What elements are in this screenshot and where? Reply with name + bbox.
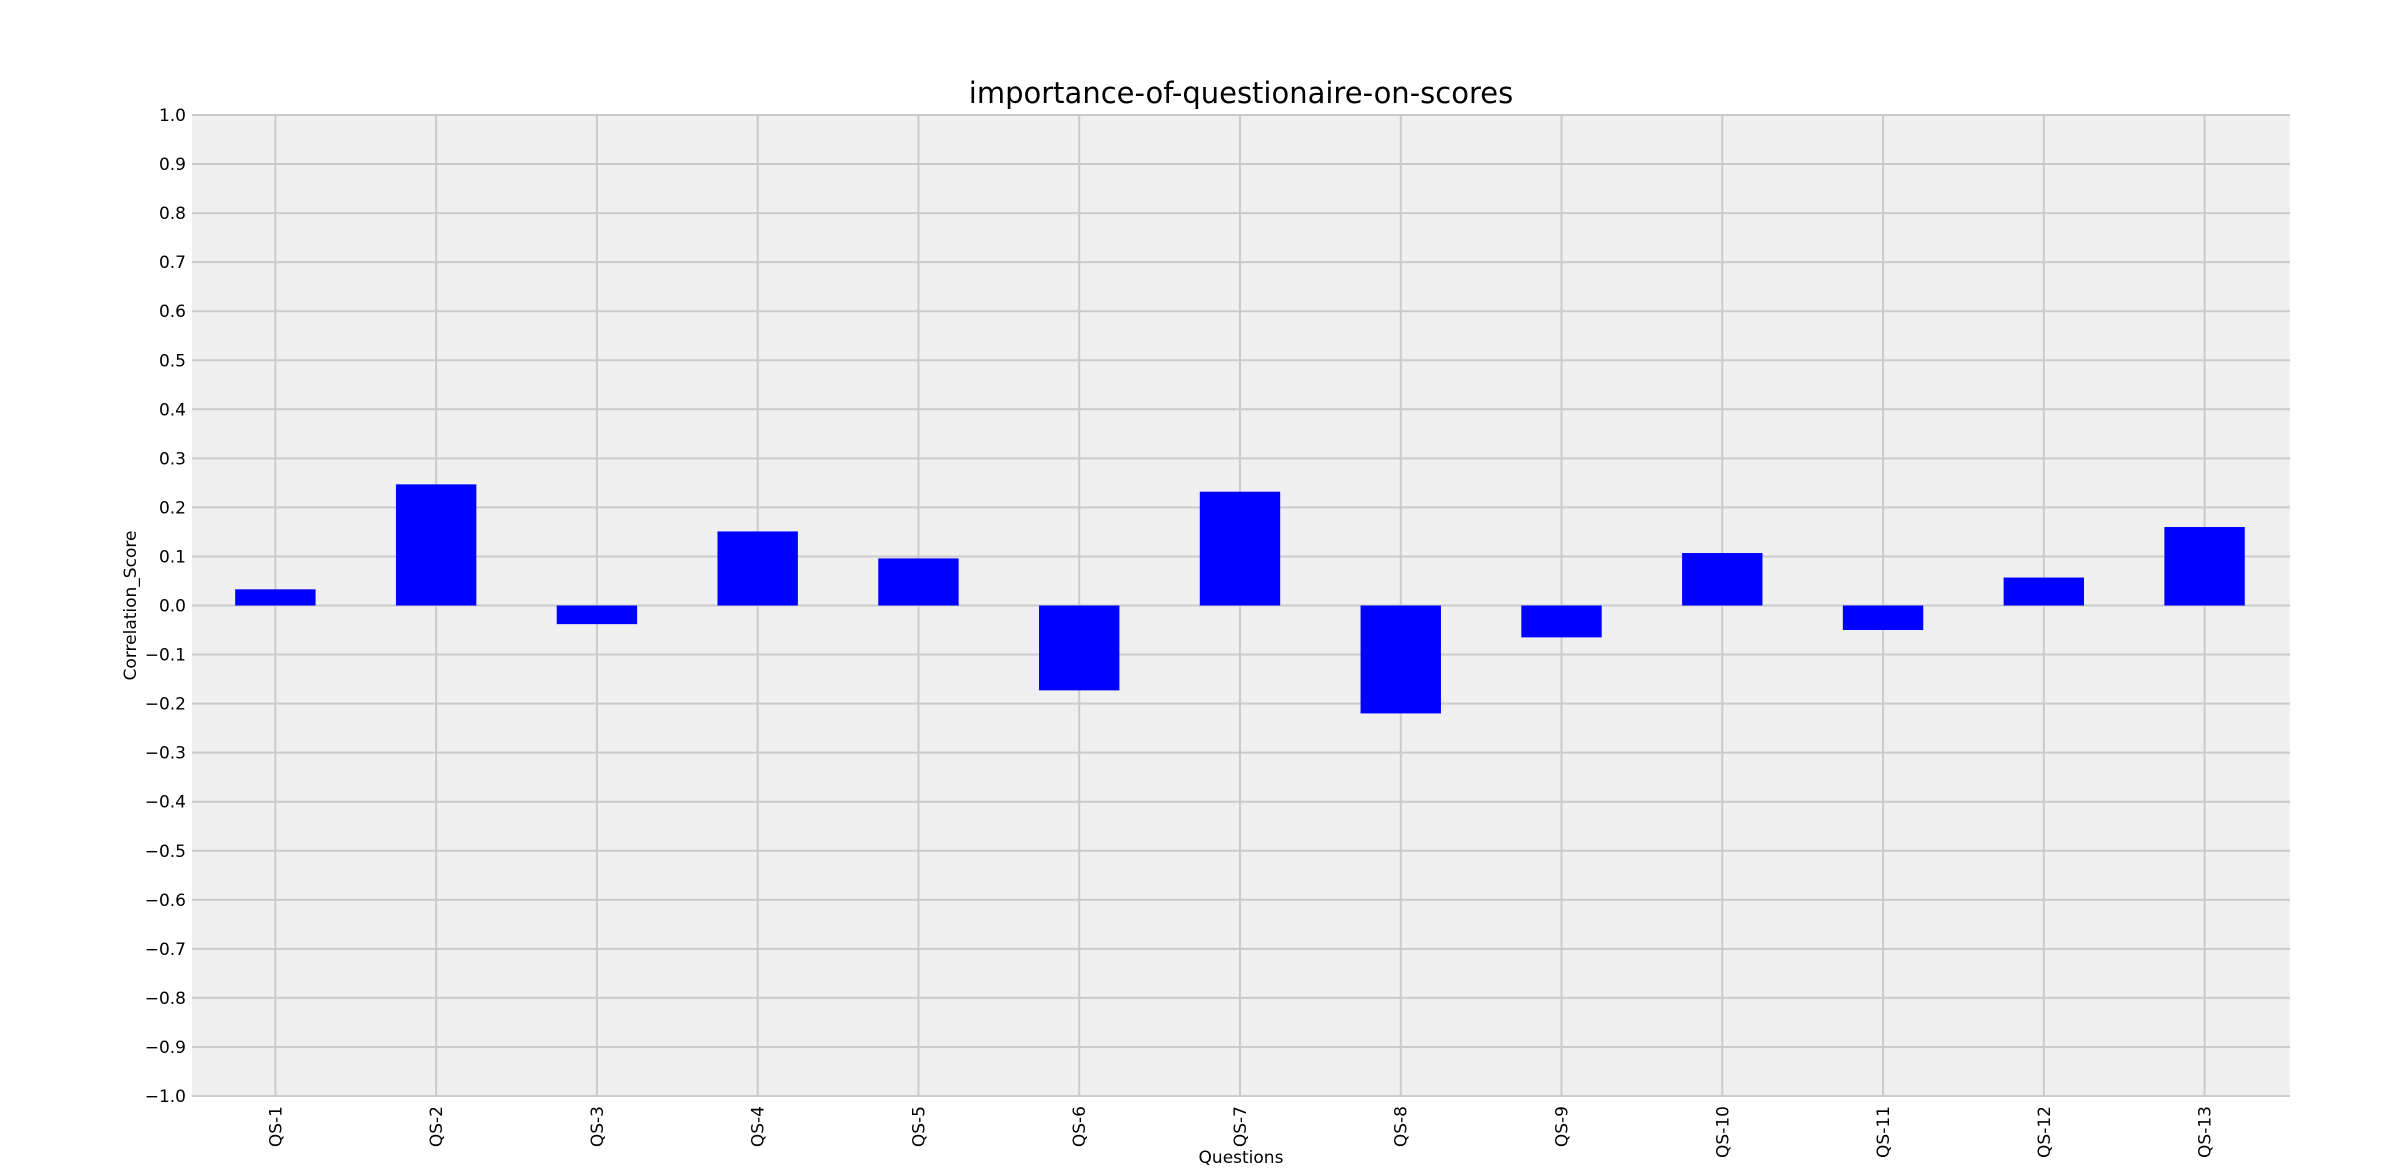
bar <box>2003 577 2085 606</box>
x-tick-label: QS-9 <box>1553 1106 1573 1147</box>
bar <box>1199 491 1281 606</box>
x-tick-label: QS-5 <box>909 1106 929 1147</box>
x-tick-label: QS-11 <box>1874 1106 1894 1158</box>
y-tick-label: −0.2 <box>145 695 186 715</box>
bar <box>2164 527 2245 606</box>
y-axis-label: Correlation_Score <box>121 531 141 681</box>
x-tick-label: QS-3 <box>588 1106 608 1147</box>
y-tick-label: 0.6 <box>159 302 186 322</box>
bar <box>235 589 316 606</box>
x-tick-label: QS-12 <box>2035 1106 2055 1158</box>
x-tick-label: QS-8 <box>1392 1106 1412 1147</box>
x-tick-label: QS-13 <box>2196 1106 2216 1158</box>
y-tick-label: 0.5 <box>159 351 186 371</box>
bar <box>1682 553 1763 606</box>
y-tick-label: −0.5 <box>145 842 186 862</box>
y-tick-label: −0.1 <box>145 646 186 666</box>
y-tick-label: −1.0 <box>145 1087 186 1107</box>
x-tick-label: QS-10 <box>1713 1106 1733 1158</box>
bar <box>1039 605 1120 691</box>
bar <box>556 605 638 625</box>
bar <box>1360 605 1441 714</box>
y-tick-label: 1.0 <box>159 106 186 126</box>
y-tick-label: −0.8 <box>145 989 186 1009</box>
y-tick-label: −0.7 <box>145 940 186 960</box>
bar <box>395 484 477 606</box>
y-tick-label: 0.8 <box>159 204 186 224</box>
x-axis-label: Questions <box>1199 1148 1284 1168</box>
y-tick-label: 0.1 <box>159 547 186 567</box>
bar <box>1521 605 1602 638</box>
chart-title: importance-of-questionaire-on-scores <box>969 76 1513 110</box>
y-tick-labels: 1.0 0.9 0.8 0.7 0.6 0.5 0.4 0.3 0.2 0.1 0.0 −0.1 −0.… <box>145 106 186 1107</box>
y-tick-label: −0.3 <box>145 744 186 764</box>
y-tick-label: 0.7 <box>159 253 186 273</box>
x-tick-label: QS-6 <box>1070 1106 1090 1147</box>
x-tick-labels: QS-1 QS-2 QS-3 QS-4 QS-5 QS-6 QS-7 QS-8 QS-9 QS-1… <box>266 1106 2215 1158</box>
bar <box>1842 605 1924 631</box>
x-tick-label: QS-1 <box>266 1106 286 1147</box>
x-tick-label: QS-7 <box>1231 1106 1251 1147</box>
y-tick-label: −0.6 <box>145 891 186 911</box>
x-tick-label: QS-2 <box>427 1106 447 1147</box>
y-tick-label: 0.9 <box>159 155 186 175</box>
bars <box>235 484 2245 714</box>
x-tick-label: QS-4 <box>749 1106 769 1147</box>
y-tick-label: −0.4 <box>145 793 186 813</box>
bar <box>878 558 959 606</box>
y-tick-label: 0.4 <box>159 400 186 420</box>
y-tick-label: 0.0 <box>159 597 186 617</box>
y-tick-label: −0.9 <box>145 1038 186 1058</box>
y-tick-label: 0.2 <box>159 498 186 518</box>
bar <box>717 531 798 606</box>
y-tick-label: 0.3 <box>159 449 186 469</box>
